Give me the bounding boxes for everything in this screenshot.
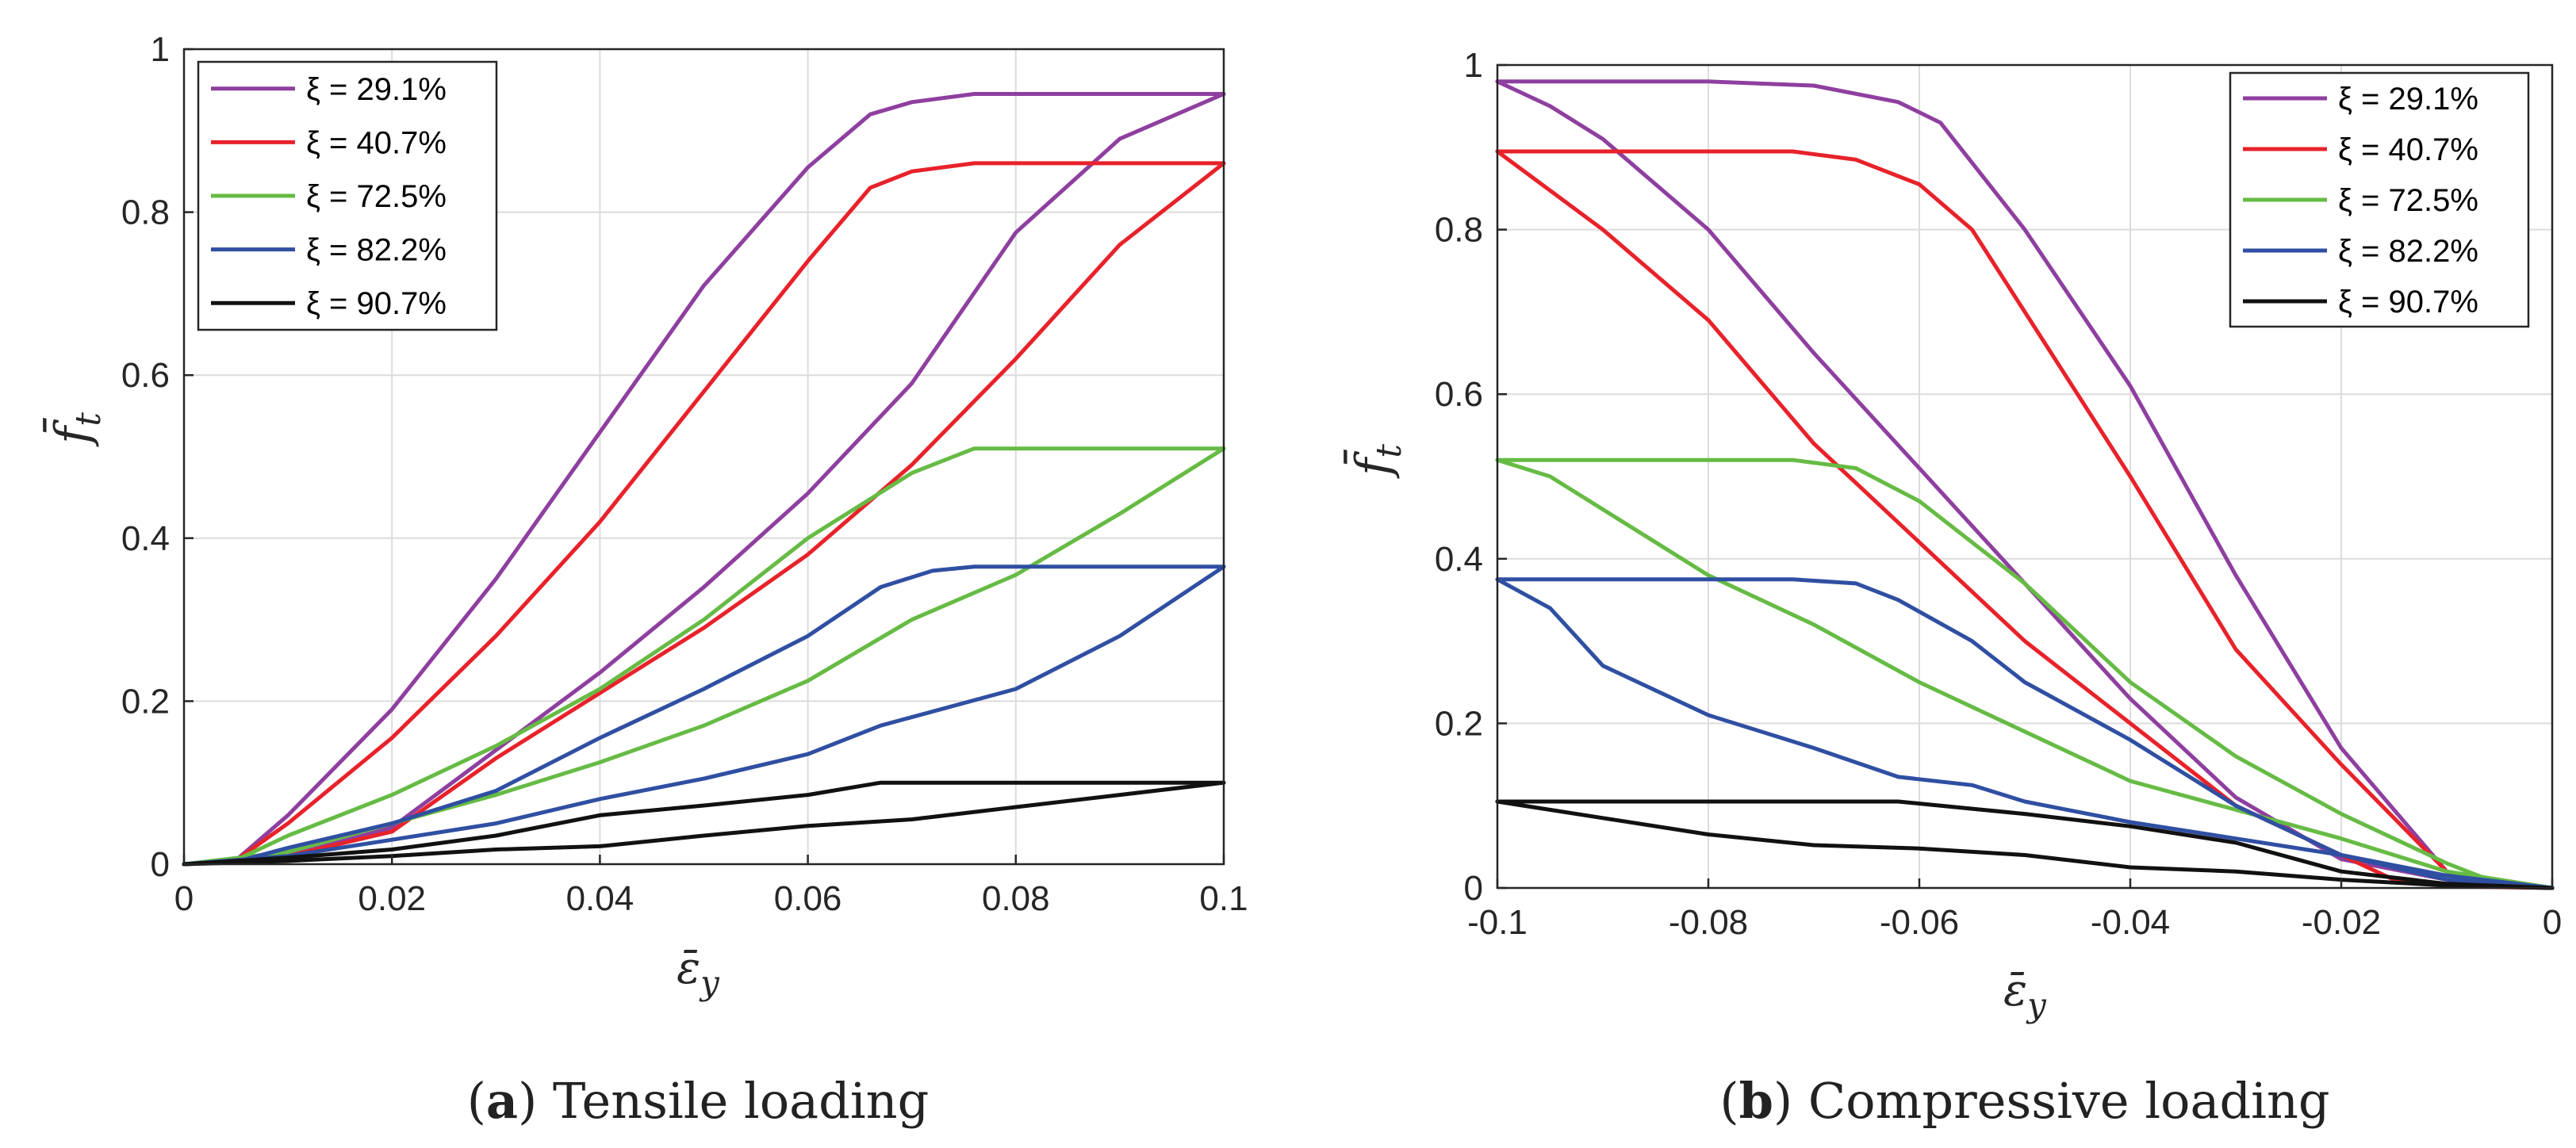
- axes-box-b: [1496, 63, 2554, 890]
- series-line-a-4-upper: [182, 780, 1226, 867]
- series-line-a-4-lower: [182, 780, 1226, 867]
- legend-label-a-4: ξ = 90.7%: [306, 286, 447, 321]
- series-line-a-1-lower: [182, 161, 1226, 867]
- x-tick-label-a-5: 0.1: [1199, 879, 1248, 918]
- caption-a: (a) Tensile loading: [467, 1072, 930, 1130]
- x-axis-label-b: ε̄y: [2003, 965, 2047, 1024]
- legend-label-b-3: ξ = 82.2%: [2338, 234, 2478, 269]
- legend-label-b-0: ξ = 29.1%: [2338, 82, 2478, 117]
- x-tick-label-b-4: -0.02: [2302, 903, 2381, 942]
- legend-label-b-2: ξ = 72.5%: [2338, 183, 2478, 218]
- y-tick-label-a-5: 1: [151, 30, 170, 69]
- y-tick-label-b-2: 0.4: [1435, 540, 1483, 579]
- y-tick-label-a-2: 0.4: [121, 519, 170, 558]
- series-line-b-1-lower: [1495, 149, 2555, 890]
- axes-box-a: [182, 48, 1225, 866]
- y-tick-label-a-1: 0.2: [121, 682, 170, 721]
- y-tick-label-a-0: 0: [151, 845, 170, 884]
- series-line-b-2-upper: [1495, 457, 2555, 890]
- series-line-b-4-upper: [1495, 799, 2555, 890]
- series-line-a-2-upper: [182, 446, 1226, 867]
- x-tick-label-a-1: 0.02: [358, 879, 426, 918]
- legend-label-a-0: ξ = 29.1%: [306, 72, 447, 107]
- series-line-a-0-upper: [182, 92, 1226, 867]
- x-tick-label-b-3: -0.04: [2091, 903, 2170, 942]
- series-line-b-4-lower: [1495, 799, 2555, 890]
- legend-a: ξ = 29.1% ξ = 40.7% ξ = 72.5% ξ = 82.2% ξ = …: [197, 60, 498, 331]
- legend-label-b-4: ξ = 90.7%: [2338, 285, 2478, 320]
- series-line-b-3-lower: [1495, 577, 2555, 890]
- chart-panel-b: -0.1 -0.08 -0.06 -0.04 -0.02 0 0 0.2 0.4 0.6 0.8 1 ε…: [1344, 46, 2562, 1130]
- y-tick-label-b-3: 0.6: [1435, 375, 1483, 414]
- legend-b: ξ = 29.1% ξ = 40.7% ξ = 72.5% ξ = 82.2% ξ = …: [2229, 71, 2530, 328]
- series-line-b-2-lower: [1495, 457, 2555, 890]
- y-tick-label-b-4: 0.8: [1435, 211, 1483, 250]
- caption-b: (b) Compressive loading: [1719, 1072, 2329, 1130]
- y-axis-label-a: f̄t: [43, 412, 109, 447]
- x-tick-label-a-0: 0: [174, 879, 194, 918]
- y-tick-label-a-4: 0.8: [121, 193, 170, 232]
- x-tick-label-a-2: 0.04: [566, 879, 634, 918]
- x-tick-label-b-0: -0.1: [1467, 903, 1528, 942]
- x-tick-label-b-1: -0.08: [1669, 903, 1748, 942]
- x-tick-label-b-2: -0.06: [1880, 903, 1959, 942]
- x-tick-label-a-3: 0.06: [774, 879, 842, 918]
- series-line-a-3-upper: [182, 564, 1226, 867]
- x-tick-label-b-5: 0: [2543, 903, 2562, 942]
- chart-panel-a: 0 0.02 0.04 0.06 0.08 0.1 0 0.2 0.4 0.6 0.8 1 ε̄y f̄t…: [43, 30, 1248, 1130]
- legend-label-a-2: ξ = 72.5%: [306, 179, 447, 214]
- x-tick-label-a-4: 0.08: [982, 879, 1050, 918]
- y-tick-label-a-3: 0.6: [121, 356, 170, 395]
- y-tick-label-b-1: 0.2: [1435, 704, 1483, 743]
- series-line-a-0-lower: [182, 92, 1226, 867]
- y-tick-label-b-0: 0: [1464, 869, 1483, 908]
- x-axis-label-a: ε̄y: [677, 943, 720, 1002]
- y-tick-label-b-5: 1: [1464, 46, 1483, 85]
- legend-label-b-1: ξ = 40.7%: [2338, 132, 2478, 167]
- series-line-a-3-lower: [182, 564, 1226, 867]
- legend-label-a-1: ξ = 40.7%: [306, 125, 447, 160]
- y-axis-label-b: f̄t: [1344, 444, 1409, 479]
- legend-label-a-3: ξ = 82.2%: [306, 233, 447, 268]
- series-line-a-1-upper: [182, 161, 1226, 867]
